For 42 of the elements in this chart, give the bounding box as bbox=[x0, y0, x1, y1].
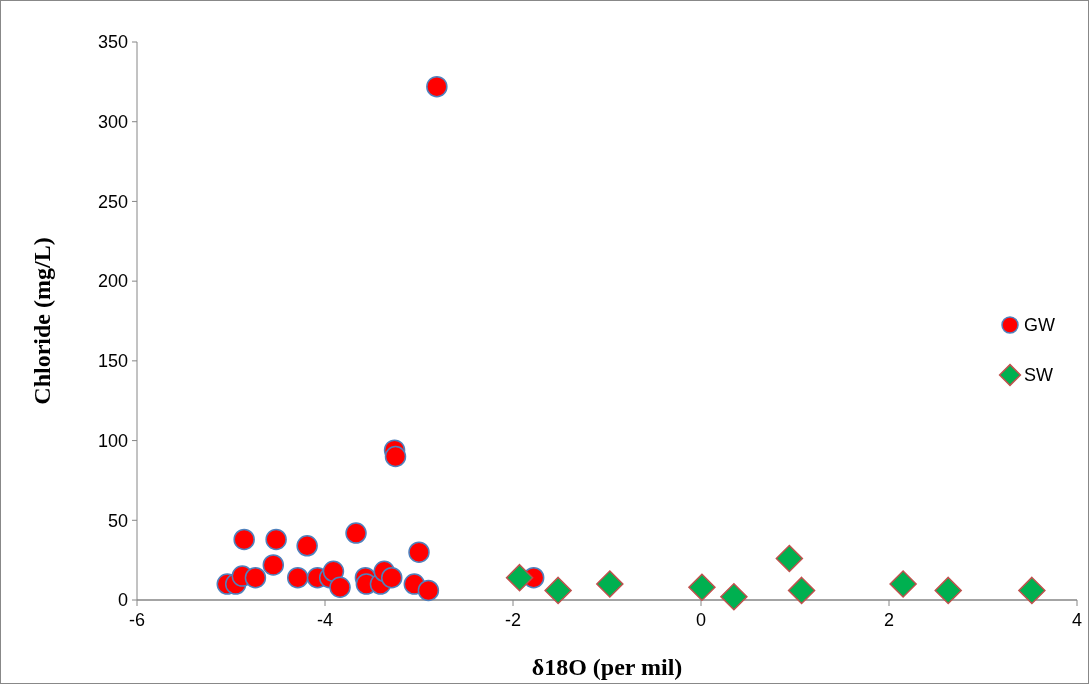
point bbox=[1018, 576, 1046, 605]
y-tick-label: 100 bbox=[97, 430, 128, 451]
point bbox=[329, 576, 351, 598]
point bbox=[286, 566, 309, 589]
point bbox=[596, 570, 624, 598]
point bbox=[934, 576, 962, 605]
point bbox=[265, 528, 287, 551]
y-tick-label: 150 bbox=[97, 351, 128, 372]
x-tick-label: 2 bbox=[883, 610, 895, 630]
point bbox=[720, 583, 748, 611]
point bbox=[233, 528, 255, 551]
x-tick-label: -4 bbox=[316, 610, 334, 630]
point bbox=[262, 554, 285, 576]
point bbox=[505, 563, 534, 592]
point bbox=[544, 576, 572, 605]
point bbox=[384, 445, 407, 468]
y-tick-label: 200 bbox=[97, 271, 128, 292]
legend-label: SW bbox=[1024, 365, 1054, 386]
point bbox=[417, 579, 440, 602]
x-axis-title: δ18O (per mil) bbox=[531, 654, 683, 680]
point bbox=[244, 566, 267, 589]
x-tick-label: 4 bbox=[1071, 610, 1083, 630]
point bbox=[688, 573, 716, 601]
point bbox=[889, 570, 917, 598]
y-tick-label: 300 bbox=[97, 112, 128, 133]
point bbox=[296, 535, 318, 557]
point bbox=[380, 566, 403, 589]
y-tick-label: 350 bbox=[97, 32, 128, 53]
point bbox=[787, 576, 816, 605]
point bbox=[775, 544, 804, 573]
x-tick-label: 0 bbox=[695, 610, 707, 630]
legend-label: GW bbox=[1024, 315, 1055, 336]
x-tick-label: -6 bbox=[128, 610, 146, 630]
point bbox=[408, 541, 430, 563]
y-axis-title: Chloride (mg/L) bbox=[29, 237, 55, 405]
point bbox=[322, 560, 345, 583]
y-tick-label: 50 bbox=[107, 510, 128, 531]
point bbox=[426, 75, 448, 98]
y-tick-label: 0 bbox=[117, 590, 128, 611]
point bbox=[345, 522, 367, 544]
x-tick-label: -2 bbox=[504, 610, 522, 630]
y-tick-label: 250 bbox=[97, 191, 128, 212]
